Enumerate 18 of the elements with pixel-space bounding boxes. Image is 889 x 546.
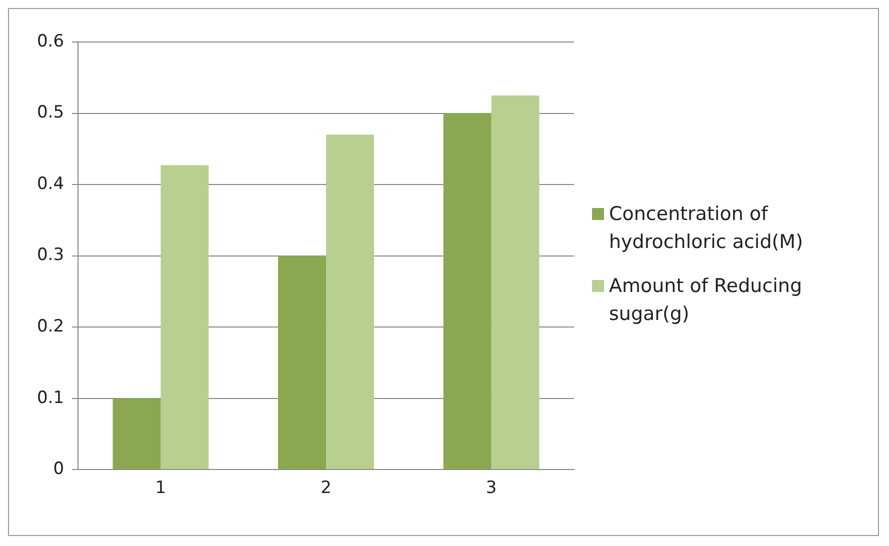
y-tick-label: 0.1 [36,388,64,408]
bar [491,95,540,470]
x-tick-label: 2 [320,478,332,498]
bar [278,256,326,470]
y-tick-label: 0.4 [36,174,64,194]
bar [112,398,161,470]
y-tick-label: 0.2 [36,316,64,336]
bar [326,134,374,470]
legend-label: Concentration of hydrochloric acid(M) [609,202,804,255]
x-tick-label: 3 [486,478,497,498]
y-tick-label: 0.6 [36,31,64,52]
y-tick-label: 0 [53,459,64,480]
y-tick-label: 0.5 [36,102,64,123]
bar [160,165,209,470]
x-tick-label: 1 [155,478,166,498]
y-tick-label: 0.3 [36,245,64,266]
bar [443,113,492,470]
legend-label: Amount of Reducing sugar(g) [609,274,804,327]
